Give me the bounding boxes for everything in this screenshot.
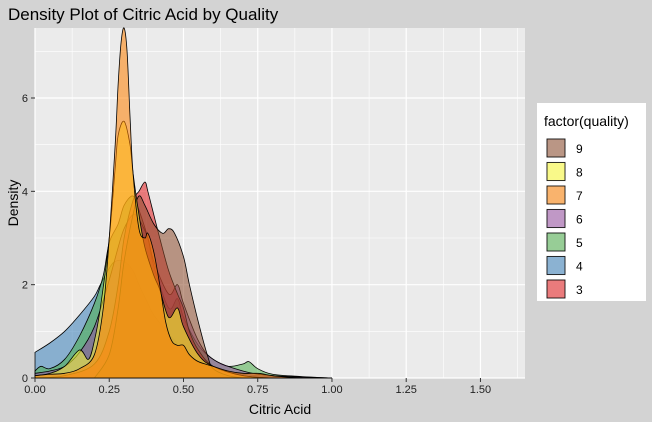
chart-title: Density Plot of Citric Acid by Quality (8, 5, 279, 24)
legend-label-quality-9: 9 (576, 142, 583, 156)
density-areas (34, 27, 332, 379)
x-axis: 0.00 0.25 0.50 0.75 1.00 1.25 1.50 (24, 378, 491, 396)
x-tick-label: 0.50 (173, 384, 194, 396)
legend-label-quality-4: 4 (576, 260, 583, 274)
legend-swatch-quality-5 (546, 232, 566, 252)
x-axis-title: Citric Acid (249, 401, 311, 417)
legend-title: factor(quality) (544, 113, 629, 129)
x-tick-label: 0.25 (99, 384, 120, 396)
density-area-quality-7 (34, 27, 303, 379)
x-tick-label: 1.50 (470, 384, 491, 396)
y-tick-label: 0 (22, 373, 28, 385)
legend-swatch-quality-6 (546, 209, 566, 228)
legend-swatch-quality-7 (546, 185, 566, 205)
legend-label-quality-5: 5 (576, 236, 583, 250)
y-tick-label: 4 (22, 186, 28, 198)
legend-swatch-quality-3 (546, 279, 566, 299)
legend-swatch-quality-4 (546, 256, 566, 275)
legend-label-quality-8: 8 (576, 166, 583, 180)
legend-label-quality-7: 7 (576, 189, 583, 203)
y-axis-title: Density (5, 180, 21, 227)
x-tick-label: 0.75 (247, 384, 268, 396)
x-tick-label: 1.00 (321, 384, 342, 396)
y-tick-label: 6 (22, 93, 28, 105)
x-tick-label: 0.00 (24, 384, 45, 396)
legend-label-quality-6: 6 (576, 213, 583, 227)
legend-label-quality-3: 3 (576, 283, 583, 297)
legend-swatch-quality-9 (546, 138, 566, 158)
legend-swatch-quality-8 (546, 162, 566, 181)
legend: factor(quality) 9 8 7 6 5 4 3 (537, 103, 646, 301)
y-axis: 0 2 4 6 (22, 93, 35, 385)
y-tick-label: 2 (22, 280, 28, 292)
legend-items: 9 8 7 6 5 4 3 (546, 138, 583, 299)
x-tick-label: 1.25 (396, 384, 417, 396)
